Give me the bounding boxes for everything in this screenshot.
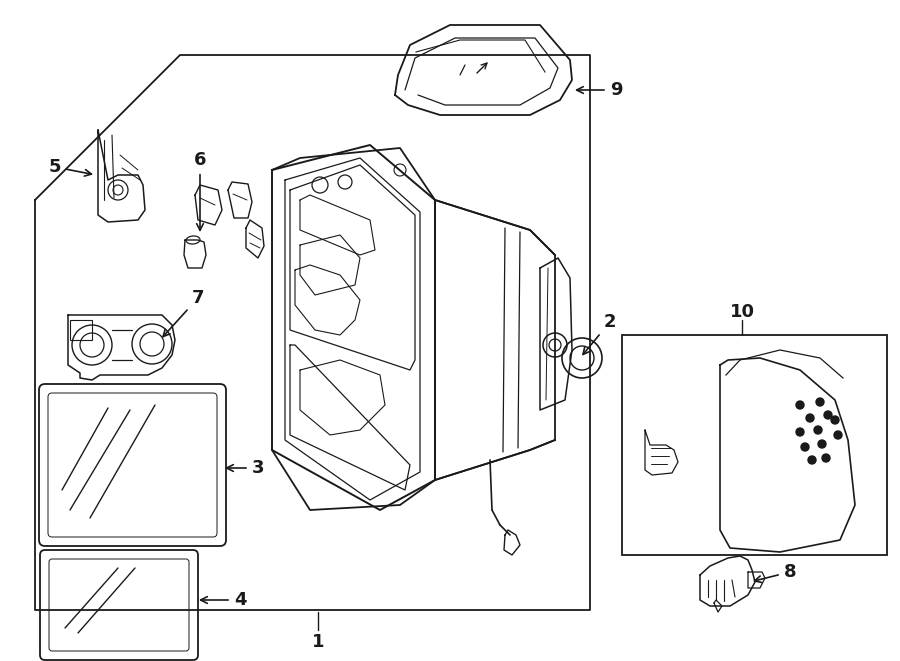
Text: 7: 7 — [163, 289, 204, 336]
Text: 9: 9 — [577, 81, 622, 99]
Bar — [70, 320, 92, 340]
Circle shape — [796, 428, 804, 436]
Circle shape — [808, 456, 816, 464]
Text: 1: 1 — [311, 633, 324, 651]
Circle shape — [816, 398, 824, 406]
Circle shape — [824, 411, 832, 419]
Text: 6: 6 — [194, 151, 206, 230]
Text: 2: 2 — [583, 313, 617, 354]
Circle shape — [806, 414, 814, 422]
Text: 3: 3 — [227, 459, 265, 477]
Circle shape — [814, 426, 822, 434]
Text: 4: 4 — [201, 591, 247, 609]
Circle shape — [822, 454, 830, 462]
Circle shape — [796, 401, 804, 409]
Text: 8: 8 — [754, 563, 796, 582]
Text: 5: 5 — [49, 158, 92, 176]
Circle shape — [831, 416, 839, 424]
Text: 10: 10 — [730, 303, 754, 321]
Circle shape — [801, 443, 809, 451]
Circle shape — [818, 440, 826, 448]
Bar — [622, 335, 887, 555]
Circle shape — [834, 431, 842, 439]
